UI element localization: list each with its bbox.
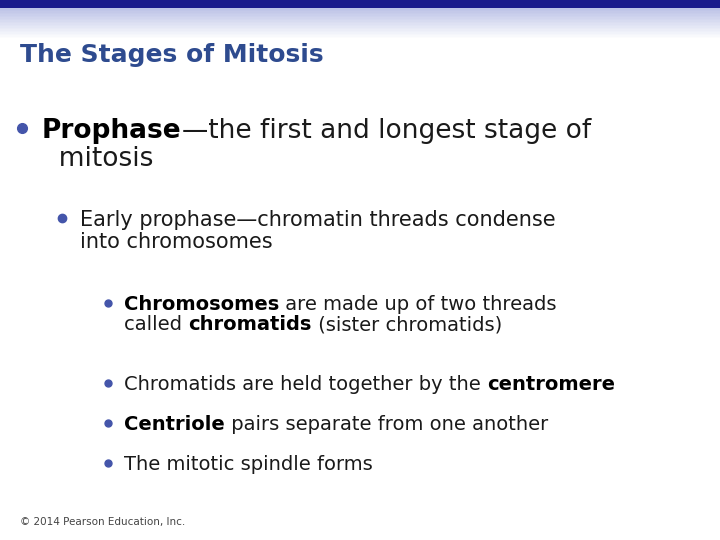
Bar [0, 14, 720, 16]
Text: © 2014 Pearson Education, Inc.: © 2014 Pearson Education, Inc. [20, 517, 185, 527]
Text: —the first and longest stage of: —the first and longest stage of [181, 118, 591, 144]
Text: Centriole: Centriole [124, 415, 225, 434]
Bar [0, 11, 720, 12]
Bar [0, 32, 720, 33]
Text: pairs separate from one another: pairs separate from one another [225, 415, 548, 434]
Bar [0, 0, 720, 8]
Text: Chromatids are held together by the: Chromatids are held together by the [124, 375, 487, 394]
Bar [0, 8, 720, 10]
Bar [0, 37, 720, 38]
Bar [0, 26, 720, 28]
Text: The mitotic spindle forms: The mitotic spindle forms [124, 455, 373, 474]
Text: called: called [124, 315, 188, 334]
Bar [0, 23, 720, 24]
Bar [0, 16, 720, 17]
Text: are made up of two threads: are made up of two threads [279, 295, 557, 314]
Text: Prophase: Prophase [42, 118, 181, 144]
Bar [0, 12, 720, 14]
Text: chromatids: chromatids [188, 315, 312, 334]
Bar [0, 10, 720, 11]
Bar [0, 18, 720, 20]
Bar [0, 22, 720, 23]
Bar [0, 35, 720, 37]
Text: centromere: centromere [487, 375, 615, 394]
Bar [0, 24, 720, 26]
Text: The Stages of Mitosis: The Stages of Mitosis [20, 43, 323, 67]
Bar [0, 20, 720, 22]
Text: mitosis: mitosis [42, 146, 153, 172]
Bar [0, 29, 720, 30]
Bar [0, 30, 720, 32]
Bar [0, 17, 720, 18]
Text: into chromosomes: into chromosomes [80, 232, 273, 252]
Bar [0, 28, 720, 29]
Text: Early prophase—chromatin threads condense: Early prophase—chromatin threads condens… [80, 210, 556, 230]
Text: Chromosomes: Chromosomes [124, 295, 279, 314]
Bar [0, 33, 720, 35]
Text: (sister chromatids): (sister chromatids) [312, 315, 502, 334]
